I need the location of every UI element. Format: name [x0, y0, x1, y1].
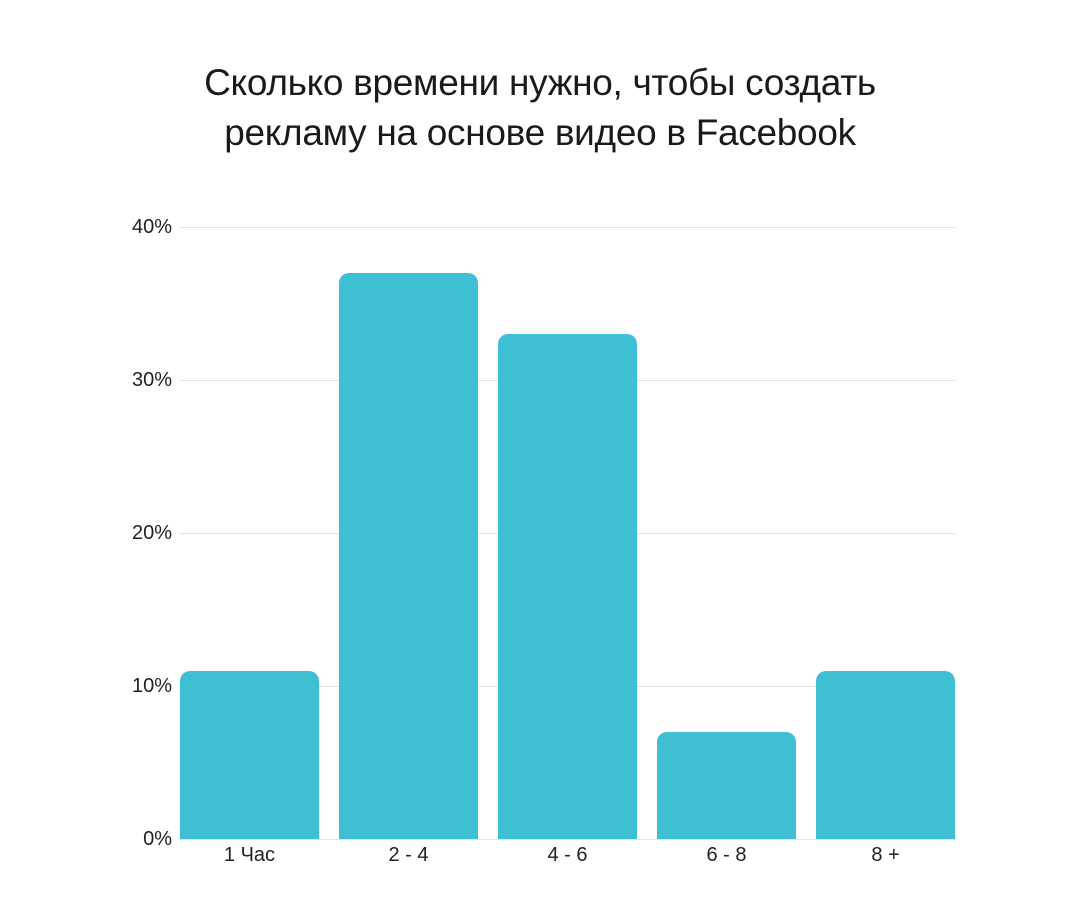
x-tick-label: 1 Час — [223, 844, 276, 866]
x-tick-label: 6 - 8 — [706, 844, 747, 866]
chart-title: Сколько времени нужно, чтобы создать рек… — [0, 58, 1080, 158]
gridline — [180, 227, 955, 228]
y-tick-label: 20% — [131, 522, 172, 544]
x-tick-label: 4 - 6 — [547, 844, 588, 866]
bar-1 — [339, 273, 478, 839]
y-tick-label: 40% — [131, 216, 172, 238]
x-tick-label: 2 - 4 — [388, 844, 429, 866]
x-tick-label: 8 + — [871, 844, 900, 866]
gridline — [180, 839, 955, 840]
bar-3 — [657, 732, 796, 839]
y-tick-label: 30% — [131, 369, 172, 391]
chart-title-line-2: рекламу на основе видео в Facebook — [224, 112, 856, 153]
bar-0 — [180, 671, 319, 839]
bar-4 — [816, 671, 955, 839]
chart-title-line-1: Сколько времени нужно, чтобы создать — [204, 62, 876, 103]
y-tick-label: 0% — [143, 828, 172, 850]
bar-2 — [498, 334, 637, 839]
y-tick-label: 10% — [131, 675, 172, 697]
